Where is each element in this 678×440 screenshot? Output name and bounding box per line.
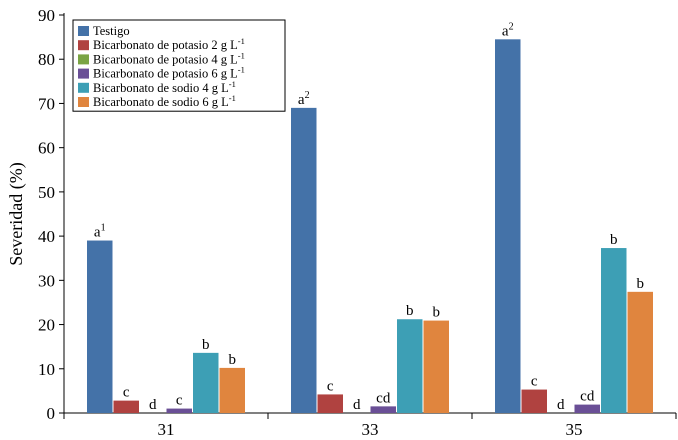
axes: 0 10 20 30 40 50 60 70 80 90 Severidad (%) 31 33 35	[6, 6, 677, 439]
bar-significance-label: c	[176, 393, 183, 409]
bar-significance-label: cd	[580, 389, 595, 405]
legend-swatch	[78, 54, 89, 65]
legend-entry: Testigo	[93, 24, 130, 38]
bar	[423, 320, 449, 413]
y-tick-label: 70	[38, 94, 55, 113]
y-tick-label: 60	[38, 139, 55, 158]
bar-significance-label: a2	[502, 21, 514, 39]
legend-swatch	[78, 40, 89, 51]
bar-significance-label: b	[202, 337, 210, 353]
bar-significance-label: cd	[376, 390, 391, 406]
legend-entry: Bicarbonato de potasio 4 g L-1	[93, 50, 245, 66]
legend-entry: Bicarbonato de potasio 2 g L-1	[93, 36, 245, 52]
bar	[397, 319, 423, 413]
bar	[291, 107, 317, 413]
y-tick-label: 90	[38, 6, 55, 25]
bar-significance-label: c	[327, 378, 334, 394]
bar	[113, 400, 139, 413]
bars	[87, 39, 653, 413]
bar-significance-label: d	[557, 397, 565, 413]
bar-significance-label: b	[610, 232, 618, 248]
y-tick-label: 80	[38, 50, 55, 69]
y-axis-title: Severidad (%)	[6, 162, 27, 265]
bar-significance-label: a2	[298, 90, 310, 108]
bar	[495, 39, 521, 413]
bar	[601, 248, 627, 413]
bar-significance-label: b	[229, 352, 237, 368]
y-tick-label: 30	[38, 271, 55, 290]
x-tick-label: 35	[566, 420, 583, 439]
bar-significance-label: d	[149, 397, 157, 413]
legend-entry: Bicarbonato de sodio 4 g L-1	[93, 79, 236, 95]
bar	[370, 406, 396, 413]
legend-swatch	[78, 26, 89, 36]
bar	[574, 404, 600, 413]
y-tick-label: 10	[38, 360, 55, 379]
bar	[87, 240, 113, 413]
bar-significance-label: a1	[94, 223, 106, 241]
bar-significance-label: d	[353, 397, 361, 413]
x-tick-label: 31	[158, 420, 175, 439]
legend-entry: Bicarbonato de sodio 6 g L-1	[93, 93, 236, 109]
y-tick-label: 0	[47, 404, 56, 423]
bar-significance-label: b	[406, 303, 414, 319]
bar	[219, 367, 245, 413]
bar-significance-label: c	[531, 374, 538, 390]
y-tick-label: 20	[38, 316, 55, 335]
x-tick-label: 33	[362, 420, 379, 439]
bar	[521, 389, 547, 413]
legend-box	[72, 19, 286, 112]
bar-significance-label: c	[123, 385, 130, 401]
y-tick-label: 40	[38, 227, 55, 246]
bar-significance-label: b	[637, 276, 645, 292]
bar	[317, 394, 343, 413]
legend-entry: Bicarbonato de potasio 6 g L-1	[93, 65, 245, 81]
legend-swatch	[78, 68, 89, 79]
bar	[166, 408, 192, 413]
legend-swatch	[78, 97, 89, 107]
legend-swatch	[78, 82, 89, 93]
bar	[627, 291, 653, 413]
bar	[193, 352, 219, 413]
bar-significance-label: b	[433, 305, 441, 321]
y-tick-label: 50	[38, 183, 55, 202]
